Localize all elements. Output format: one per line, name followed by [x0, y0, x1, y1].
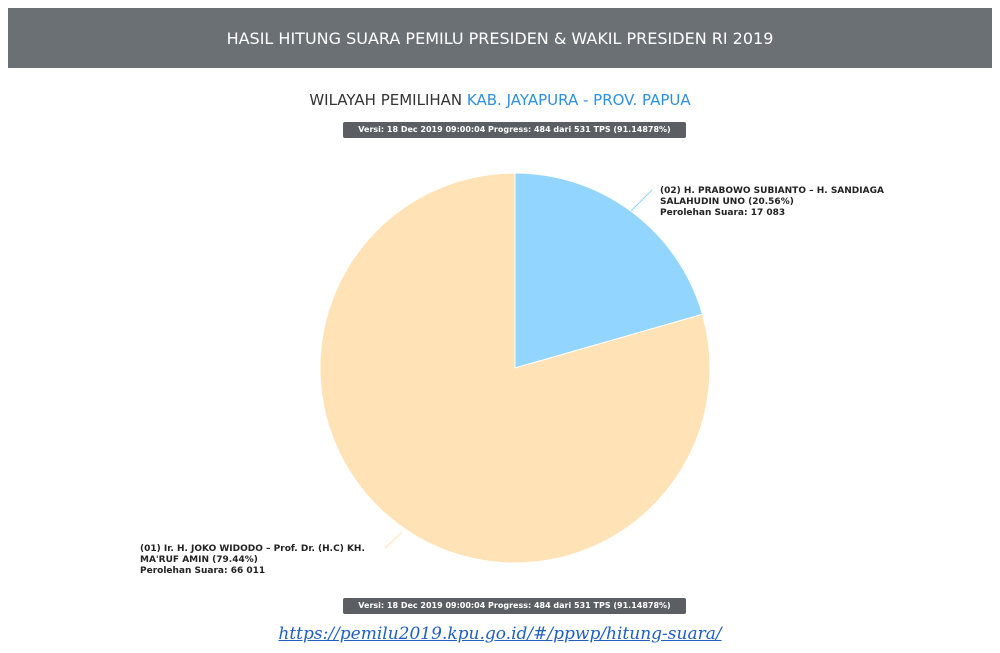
pie-slice — [319, 172, 711, 564]
source-link[interactable]: https://pemilu2019.kpu.go.id/#/ppwp/hitu… — [278, 624, 722, 644]
header-title: HASIL HITUNG SUARA PEMILU PRESIDEN & WAK… — [8, 8, 992, 68]
value-label: (79.44%) — [212, 555, 258, 565]
region: WILAYAH PEMILIHAN KAB. JAYAPURA - PROV. … — [0, 91, 1000, 109]
slice-label: (02) H. PRABOWO SUBIANTO – H. SANDIAGA S… — [660, 186, 890, 219]
vote-label: Perolehan Suara: 66 011 — [140, 566, 266, 576]
region-prefix: WILAYAH PEMILIHAN — [309, 91, 463, 109]
leader-line — [629, 189, 653, 213]
version-badge: Versi: 18 Dec 2019 09:00:04 Progress: 48… — [343, 598, 686, 614]
slice-label: (01) Ir. H. JOKO WIDODO – Prof. Dr. (H.C… — [140, 544, 370, 577]
version-badge: Versi: 18 Dec 2019 09:00:04 Progress: 48… — [343, 122, 686, 138]
region-name[interactable]: KAB. JAYAPURA - PROV. PAPUA — [466, 91, 691, 109]
vote-label: Perolehan Suara: 17 083 — [660, 208, 786, 218]
pie-slice — [514, 172, 704, 369]
value-label: (20.56%) — [748, 197, 794, 207]
category: (01) Ir. H. JOKO WIDODO – Prof. Dr. (H.C… — [140, 544, 365, 565]
leader-line — [384, 531, 403, 549]
category: (02) H. PRABOWO SUBIANTO – H. SANDIAGA S… — [660, 186, 884, 207]
